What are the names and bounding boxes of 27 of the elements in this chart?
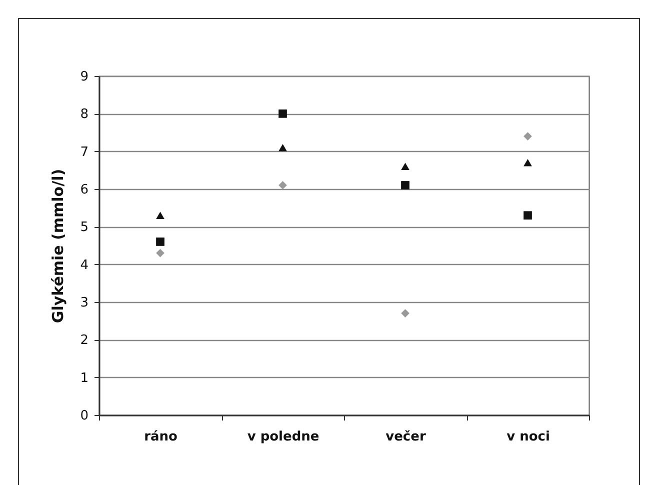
point [278, 109, 287, 118]
point [156, 248, 164, 258]
point [278, 144, 287, 152]
point [524, 211, 532, 220]
point [524, 132, 532, 140]
y-tick-label: 1 [80, 370, 88, 386]
point [401, 309, 410, 318]
y-tick-label: 5 [80, 220, 88, 236]
x-tick-label: v noci [506, 430, 550, 444]
point [401, 181, 410, 190]
point [278, 181, 287, 190]
y-tick-label: 8 [80, 107, 88, 122]
point [524, 159, 532, 166]
y-tick-label: 6 [80, 182, 88, 198]
y-tick-label: 3 [80, 296, 88, 310]
y-tick-label: 7 [80, 144, 88, 160]
y-tick-label: 2 [80, 333, 88, 348]
x-tick-label: večer [386, 430, 426, 444]
y-tick-label: 9 [80, 70, 88, 84]
x-tick-label: v poledne [247, 430, 320, 444]
y-tick-label: 4 [80, 258, 88, 273]
x-tick-label: ráno [144, 430, 178, 444]
point [156, 212, 164, 219]
y-axis-title: Glykémie (mmlo/l) [49, 168, 68, 324]
y-tick-label: 0 [80, 408, 88, 424]
point [156, 238, 164, 246]
point [401, 162, 410, 170]
